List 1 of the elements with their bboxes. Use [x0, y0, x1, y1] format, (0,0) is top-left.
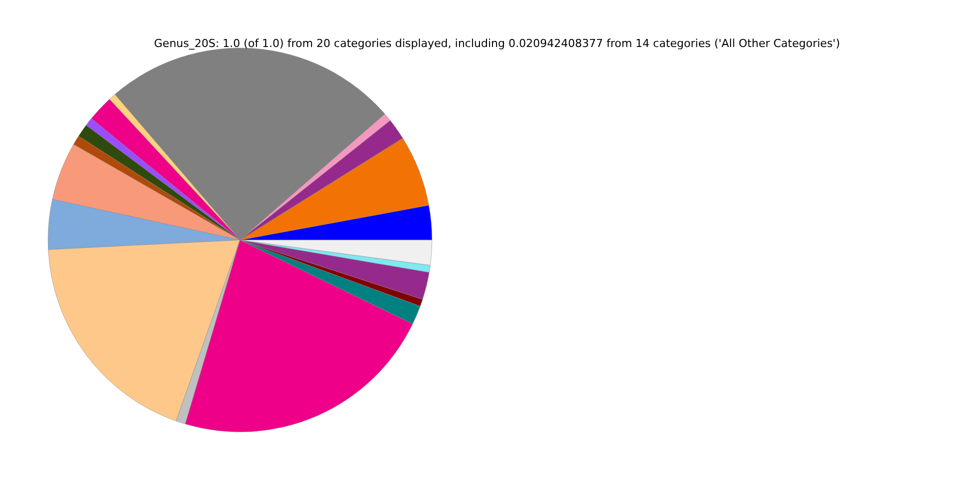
text: Genus_20S: 1.0 (of 1.0) from 20 categories displayed, including 0.020942408377 from 14 categories ('All Other Categories'): [154, 37, 840, 50]
